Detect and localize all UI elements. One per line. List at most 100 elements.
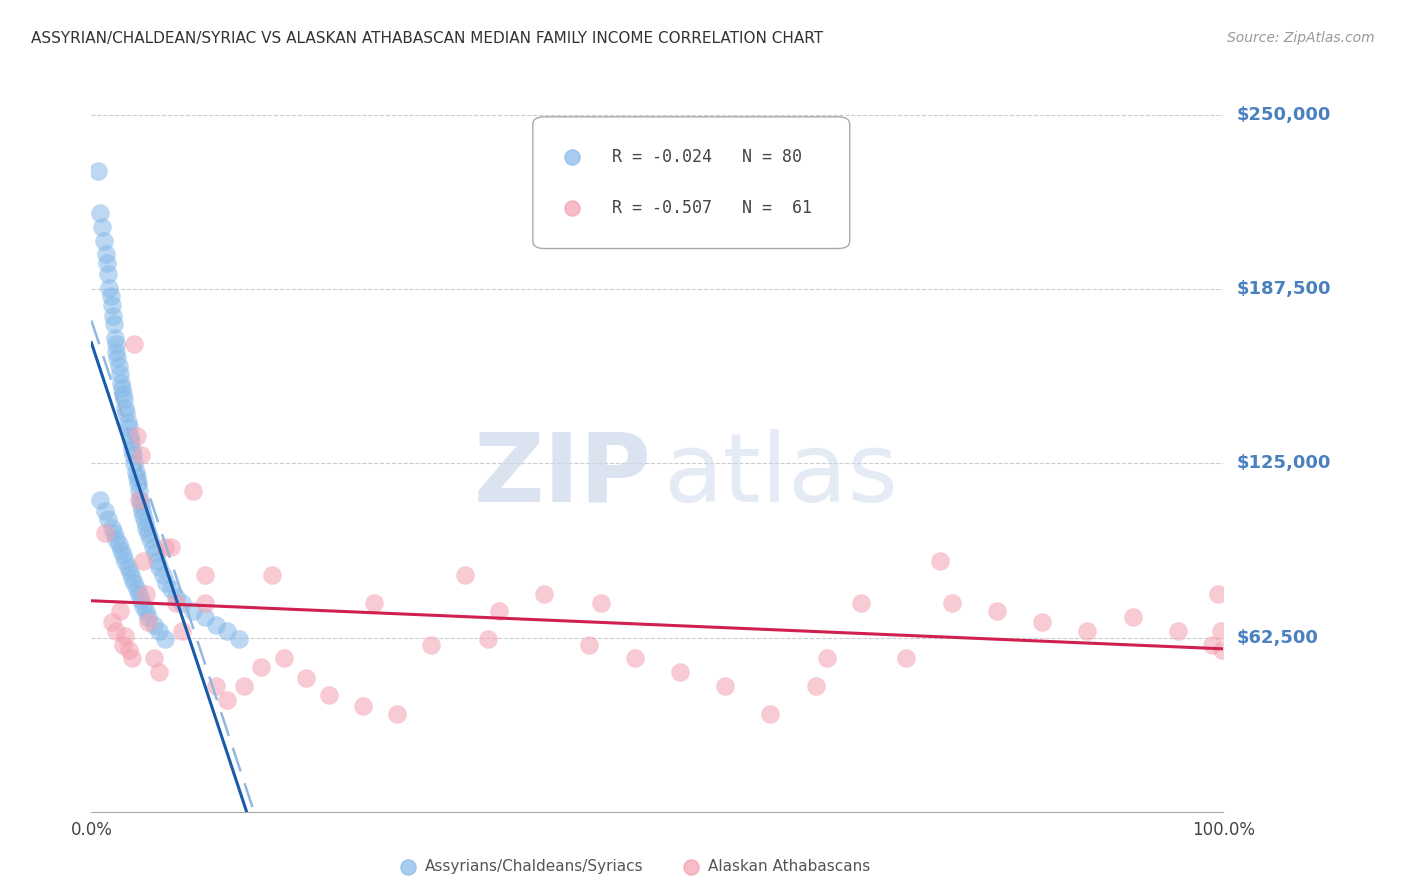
Point [142,618,165,632]
Point [105,532,128,546]
Point [112,549,135,563]
Point [623,651,645,665]
Point [100,297,122,311]
Point [561,805,583,819]
Point [121,571,143,585]
Point [941,596,963,610]
Point [121,651,143,665]
Point [118,643,141,657]
Point [122,448,145,462]
Point [121,442,143,457]
Point [148,624,170,638]
Point [98,281,121,295]
Point [128,492,150,507]
Point [134,515,156,529]
Point [533,587,555,601]
Point [135,520,157,534]
Point [90,219,112,234]
Point [115,406,138,420]
Point [205,679,228,693]
Point [125,582,148,596]
Point [1211,643,1233,657]
Point [159,582,181,596]
Point [89,205,111,219]
Point [193,567,217,582]
Point [120,434,142,449]
Point [114,629,136,643]
Point [896,651,918,665]
Point [295,671,318,685]
Text: Alaskan Athabascans: Alaskan Athabascans [709,859,870,874]
Text: R = -0.024   N = 80: R = -0.024 N = 80 [612,148,801,166]
Point [1201,638,1223,652]
Point [849,596,872,610]
Point [1122,609,1144,624]
Point [94,504,117,518]
Point [159,540,181,554]
Point [1167,624,1189,638]
Point [250,660,273,674]
Point [110,376,132,390]
Point [104,331,127,345]
Point [101,309,124,323]
Point [124,576,146,591]
Point [125,470,148,484]
Point [100,520,122,534]
Point [142,651,165,665]
Point [385,707,408,722]
Point [112,638,135,652]
Point [107,351,129,365]
Point [132,554,155,568]
Point [89,492,111,507]
Point [103,317,125,331]
Point [217,693,239,707]
Point [759,707,782,722]
Point [124,465,146,479]
Point [454,567,477,582]
Point [352,698,374,713]
Point [118,565,141,579]
Point [111,381,134,395]
Point [589,596,612,610]
Point [114,554,136,568]
Point [117,415,139,429]
Point [94,247,117,261]
Point [193,609,217,624]
Text: R = -0.507   N =  61: R = -0.507 N = 61 [612,200,813,218]
Point [129,448,152,462]
Point [146,554,169,568]
Point [217,624,239,638]
Point [125,428,148,442]
Point [136,526,159,541]
Point [1209,624,1232,638]
Point [117,559,139,574]
Point [100,289,122,303]
Point [181,484,204,499]
Point [681,805,703,819]
Point [152,567,174,582]
Point [804,679,827,693]
Point [118,420,141,434]
Point [669,665,692,680]
Point [1206,587,1229,601]
Point [128,587,150,601]
Point [105,336,128,351]
Point [170,596,193,610]
Point [153,632,176,646]
Point [419,638,441,652]
Point [97,512,120,526]
Point [273,651,295,665]
Point [165,590,187,604]
Point [318,688,340,702]
Point [148,665,170,680]
Point [94,526,117,541]
Point [477,632,499,646]
Point [396,805,419,819]
Point [153,540,176,554]
Point [129,593,152,607]
Point [205,618,228,632]
Text: $125,000: $125,000 [1237,454,1331,473]
Point [105,624,128,638]
Point [124,457,146,471]
Point [181,604,204,618]
